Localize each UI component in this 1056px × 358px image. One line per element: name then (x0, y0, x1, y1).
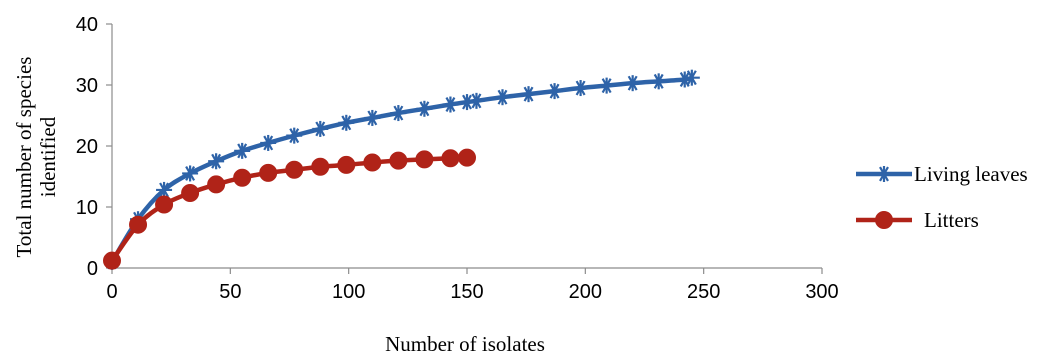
data-point-litters (207, 175, 226, 194)
y-axis-title: Total number of species identified (12, 57, 60, 258)
data-point-living-leaves (364, 109, 381, 126)
data-point-litters (337, 155, 356, 174)
data-point-living-leaves (312, 120, 329, 137)
data-point-litters (285, 160, 304, 179)
y-tick-label: 10 (76, 197, 98, 219)
data-point-living-leaves (468, 92, 485, 109)
axes (111, 24, 822, 269)
data-point-litters (155, 195, 174, 214)
data-point-living-leaves (390, 105, 407, 122)
data-point-living-leaves (338, 114, 355, 131)
data-point-living-leaves (546, 83, 563, 100)
x-tick-label: 0 (106, 281, 117, 303)
data-point-living-leaves (260, 134, 277, 151)
x-tick-label: 200 (569, 281, 602, 303)
data-point-living-leaves (494, 89, 511, 106)
data-point-litters (103, 251, 121, 270)
data-point-litters (389, 151, 408, 170)
y-axis-title-line1: Total number of species (12, 57, 36, 258)
legend-marker (875, 211, 893, 229)
data-point-litters (363, 153, 382, 172)
data-point-living-leaves (572, 80, 589, 97)
data-point-living-leaves (650, 73, 667, 90)
y-tick-label: 20 (76, 136, 98, 158)
legend: Living leaves Litters (856, 162, 1028, 232)
series-line-living-leaves (109, 75, 695, 265)
data-point-litters (311, 157, 330, 176)
series-living-leaves (104, 69, 700, 270)
series-layer (103, 69, 700, 270)
legend-item-living-leaves: Living leaves (856, 162, 1028, 186)
y-tick-label: 40 (76, 14, 98, 36)
data-point-living-leaves (416, 100, 433, 117)
x-tick-label: 50 (219, 281, 241, 303)
data-point-litters (129, 215, 148, 234)
data-point-litters (441, 149, 460, 168)
data-point-living-leaves (598, 77, 615, 94)
legend-label: Living leaves (914, 162, 1028, 186)
data-point-living-leaves (234, 142, 251, 159)
data-point-litters (233, 168, 252, 187)
data-point-living-leaves (286, 127, 303, 144)
x-tick-label: 250 (687, 281, 720, 303)
data-point-living-leaves (208, 153, 225, 170)
y-axis-title-line2: identified (36, 116, 60, 197)
x-tick-label: 100 (332, 281, 365, 303)
data-point-litters (415, 150, 434, 169)
data-point-living-leaves (156, 181, 173, 198)
data-point-living-leaves (683, 69, 700, 86)
legend-marker (876, 166, 892, 182)
legend-label: Litters (924, 208, 979, 232)
data-point-living-leaves (442, 96, 459, 113)
data-point-litters (259, 163, 278, 182)
x-tick-label: 300 (805, 281, 838, 303)
x-tick-label: 150 (450, 281, 483, 303)
data-point-living-leaves (459, 94, 475, 111)
legend-item-litters: Litters (856, 208, 979, 232)
data-point-living-leaves (520, 86, 537, 103)
data-point-litters (458, 148, 476, 167)
x-axis-ticks: 0 50 100 150 200 250 300 (106, 268, 839, 303)
data-point-living-leaves (624, 75, 641, 92)
y-axis-ticks: 0 10 20 30 40 (76, 14, 112, 280)
x-axis-title: Number of isolates (385, 332, 545, 356)
data-point-living-leaves (182, 165, 199, 182)
y-tick-label: 0 (87, 258, 98, 280)
y-tick-label: 30 (76, 75, 98, 97)
series-litters (103, 148, 476, 270)
data-point-litters (181, 183, 200, 202)
